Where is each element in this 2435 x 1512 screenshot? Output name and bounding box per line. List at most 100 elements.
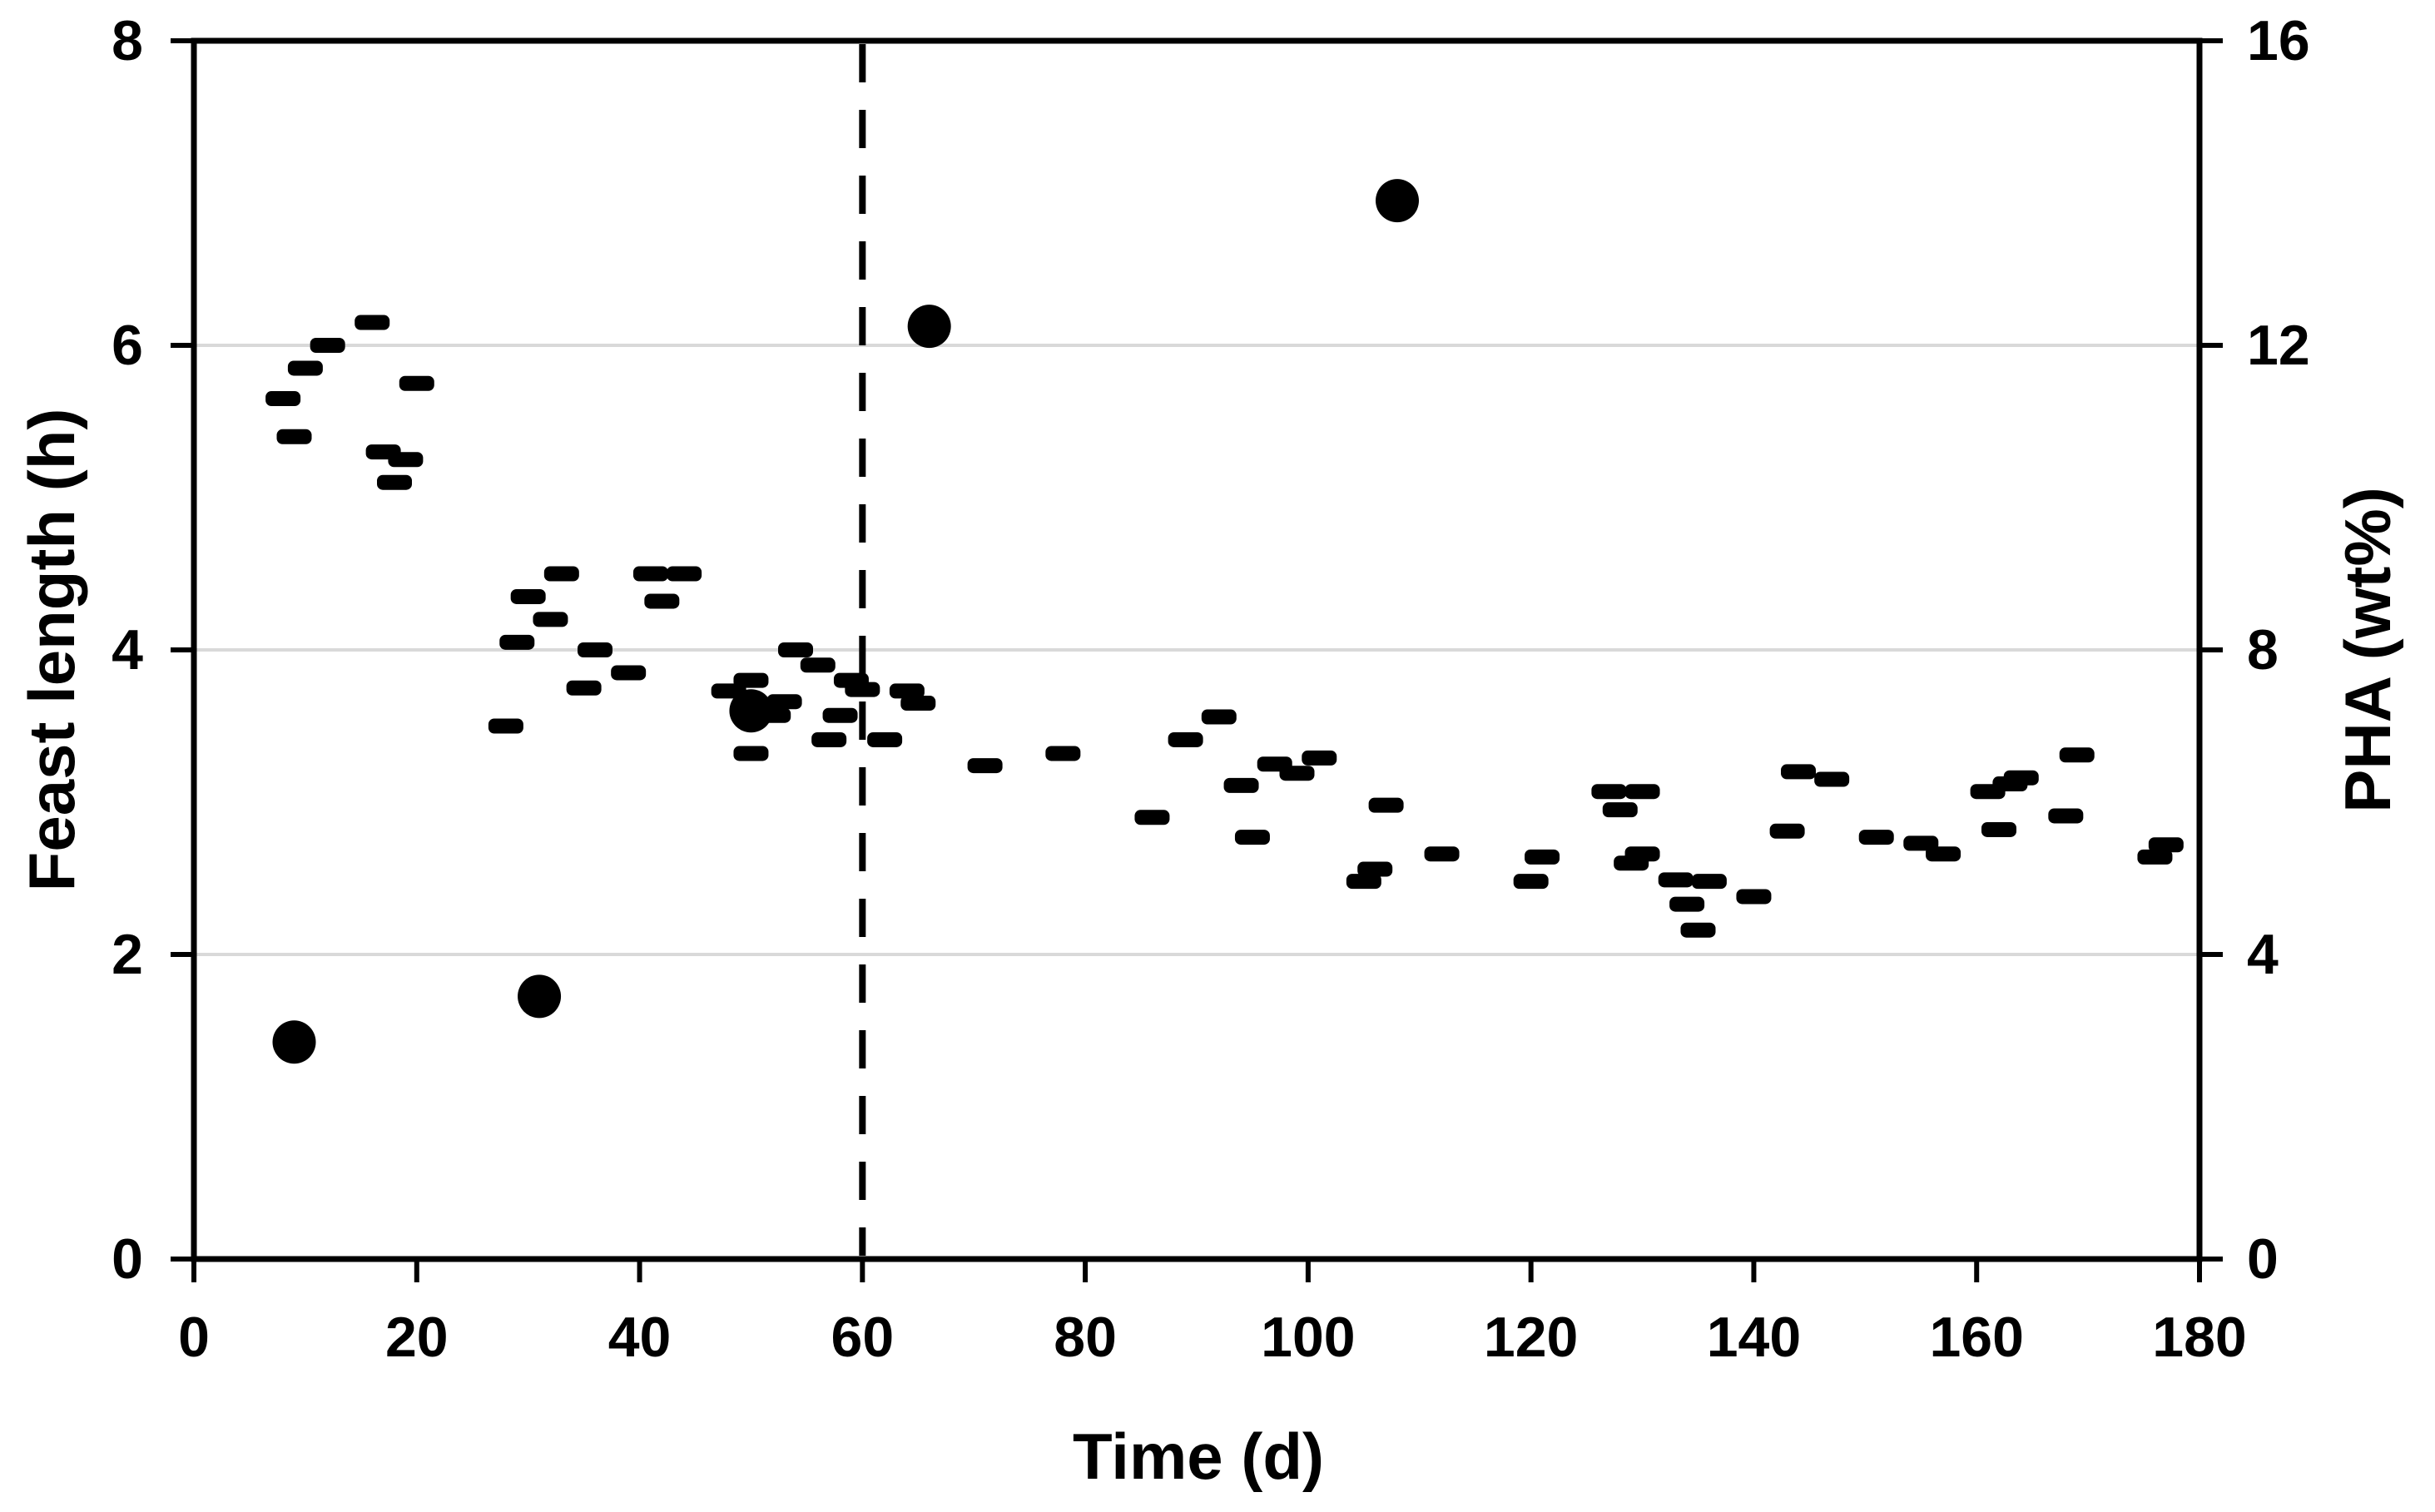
feast-dash-marker <box>1658 872 1694 888</box>
y-left-tick-label: 2 <box>112 923 143 986</box>
feast-dash-marker <box>566 680 602 696</box>
pha-series <box>272 179 1419 1064</box>
feast-dash-marker <box>1591 784 1627 800</box>
feast-dash-marker <box>578 642 612 657</box>
feast-dash-marker <box>1736 889 1772 905</box>
feast-dash-marker <box>811 731 847 747</box>
feast-dash-marker <box>377 474 412 490</box>
feast-dash-marker <box>1858 830 1894 845</box>
feast-dash-marker <box>2003 770 2039 786</box>
feast-dash-marker <box>1691 874 1727 890</box>
feast-dash-marker <box>355 315 390 330</box>
x-tick-label: 80 <box>1054 1306 1117 1369</box>
left-axis-title: Feast length (h) <box>15 409 88 892</box>
feast-dash-marker <box>822 707 858 723</box>
feast-dash-marker <box>1624 784 1660 800</box>
feast-dash-marker <box>1814 771 1850 787</box>
feast-dash-marker <box>1513 874 1549 890</box>
feast-dash-marker <box>488 718 523 734</box>
feast-dash-marker <box>1223 777 1259 793</box>
y-right-tick-label: 12 <box>2247 314 2310 377</box>
feast-dash-marker <box>2048 808 2084 824</box>
x-tick-label: 120 <box>1484 1306 1578 1369</box>
feast-dash-marker <box>644 593 680 609</box>
x-tick-label: 160 <box>1929 1306 2023 1369</box>
feast-dash-marker <box>1624 846 1660 862</box>
x-tick-label: 60 <box>831 1306 895 1369</box>
feast-dash-marker <box>1602 802 1638 818</box>
x-tick-label: 180 <box>2152 1306 2246 1369</box>
feast-dash-marker <box>611 665 647 681</box>
x-axis-title: Time (d) <box>1073 1420 1324 1493</box>
feast-dash-marker <box>1168 731 1203 747</box>
feast-dash-marker <box>543 566 579 582</box>
feast-dash-marker <box>1680 922 1716 938</box>
feast-dash-marker <box>1669 896 1705 912</box>
y-axis-left: 0 2 4 6 8 <box>112 9 194 1291</box>
feast-dash-marker <box>845 682 880 697</box>
feast-dash-marker <box>632 566 668 582</box>
pha-circle-marker <box>1376 179 1419 223</box>
feast-dash-marker <box>510 588 546 604</box>
feast-dash-marker <box>1234 830 1270 845</box>
y-axis-right: 0 4 8 12 16 <box>2199 9 2310 1291</box>
feast-dash-marker <box>287 360 323 376</box>
feast-dash-marker <box>733 746 769 761</box>
gridlines <box>194 344 2199 956</box>
feast-dash-marker <box>533 612 568 627</box>
y-right-tick-label: 4 <box>2247 923 2279 986</box>
x-tick-label: 0 <box>178 1306 210 1369</box>
x-tick-label: 100 <box>1261 1306 1355 1369</box>
feast-dash-marker <box>1045 746 1081 761</box>
feast-dash-marker <box>1981 821 2016 837</box>
feast-dash-marker <box>1424 846 1460 862</box>
feast-dash-marker <box>2059 747 2095 763</box>
feast-dash-marker <box>967 758 1003 774</box>
y-left-tick-label: 6 <box>112 314 143 377</box>
feast-dash-marker <box>1781 764 1816 780</box>
x-tick-label: 140 <box>1707 1306 1801 1369</box>
right-axis-title: PHA (wt%) <box>2331 487 2404 812</box>
x-tick-label: 40 <box>608 1306 672 1369</box>
feast-dash-marker <box>1357 861 1393 877</box>
x-axis: 0 20 40 60 80 100 120 140 160 180 <box>178 1259 2247 1369</box>
y-left-tick-label: 8 <box>112 9 143 72</box>
feast-dash-marker <box>1346 874 1381 890</box>
feast-dash-marker <box>1525 849 1560 865</box>
feast-dash-marker <box>388 452 424 468</box>
feast-dash-marker <box>778 642 813 657</box>
feast-dash-marker <box>1302 750 1337 766</box>
pha-circle-marker <box>518 974 562 1019</box>
feast-dash-marker <box>733 672 769 688</box>
feast-dash-marker <box>1368 797 1404 813</box>
feast-dash-marker <box>1279 766 1315 781</box>
y-left-tick-label: 4 <box>112 618 143 682</box>
feast-length-series <box>265 315 2184 938</box>
pha-circle-marker <box>729 689 773 733</box>
feast-dash-marker <box>499 634 535 650</box>
y-right-tick-label: 0 <box>2247 1227 2279 1291</box>
y-right-tick-label: 16 <box>2247 9 2310 72</box>
y-left-tick-label: 0 <box>112 1227 143 1291</box>
pha-circle-marker <box>907 305 951 349</box>
feast-dash-marker <box>667 566 702 582</box>
feast-dash-marker <box>310 338 345 353</box>
feast-dash-marker <box>276 429 312 444</box>
feast-dash-marker <box>2148 837 2184 853</box>
y-right-tick-label: 8 <box>2247 618 2279 682</box>
feast-dash-marker <box>1134 810 1170 825</box>
feast-dash-marker <box>399 375 434 391</box>
feast-dash-marker <box>766 694 802 710</box>
feast-dash-marker <box>889 683 925 699</box>
pha-circle-marker <box>272 1020 316 1064</box>
feast-dash-marker <box>265 391 301 407</box>
feast-dash-marker <box>2137 849 2173 865</box>
feast-dash-marker <box>1201 709 1237 725</box>
feast-dash-marker <box>867 731 903 747</box>
feast-dash-marker <box>1769 823 1805 839</box>
feast-dash-marker <box>800 657 836 673</box>
feast-dash-marker <box>900 696 936 711</box>
feast-dash-marker <box>1926 846 1961 862</box>
